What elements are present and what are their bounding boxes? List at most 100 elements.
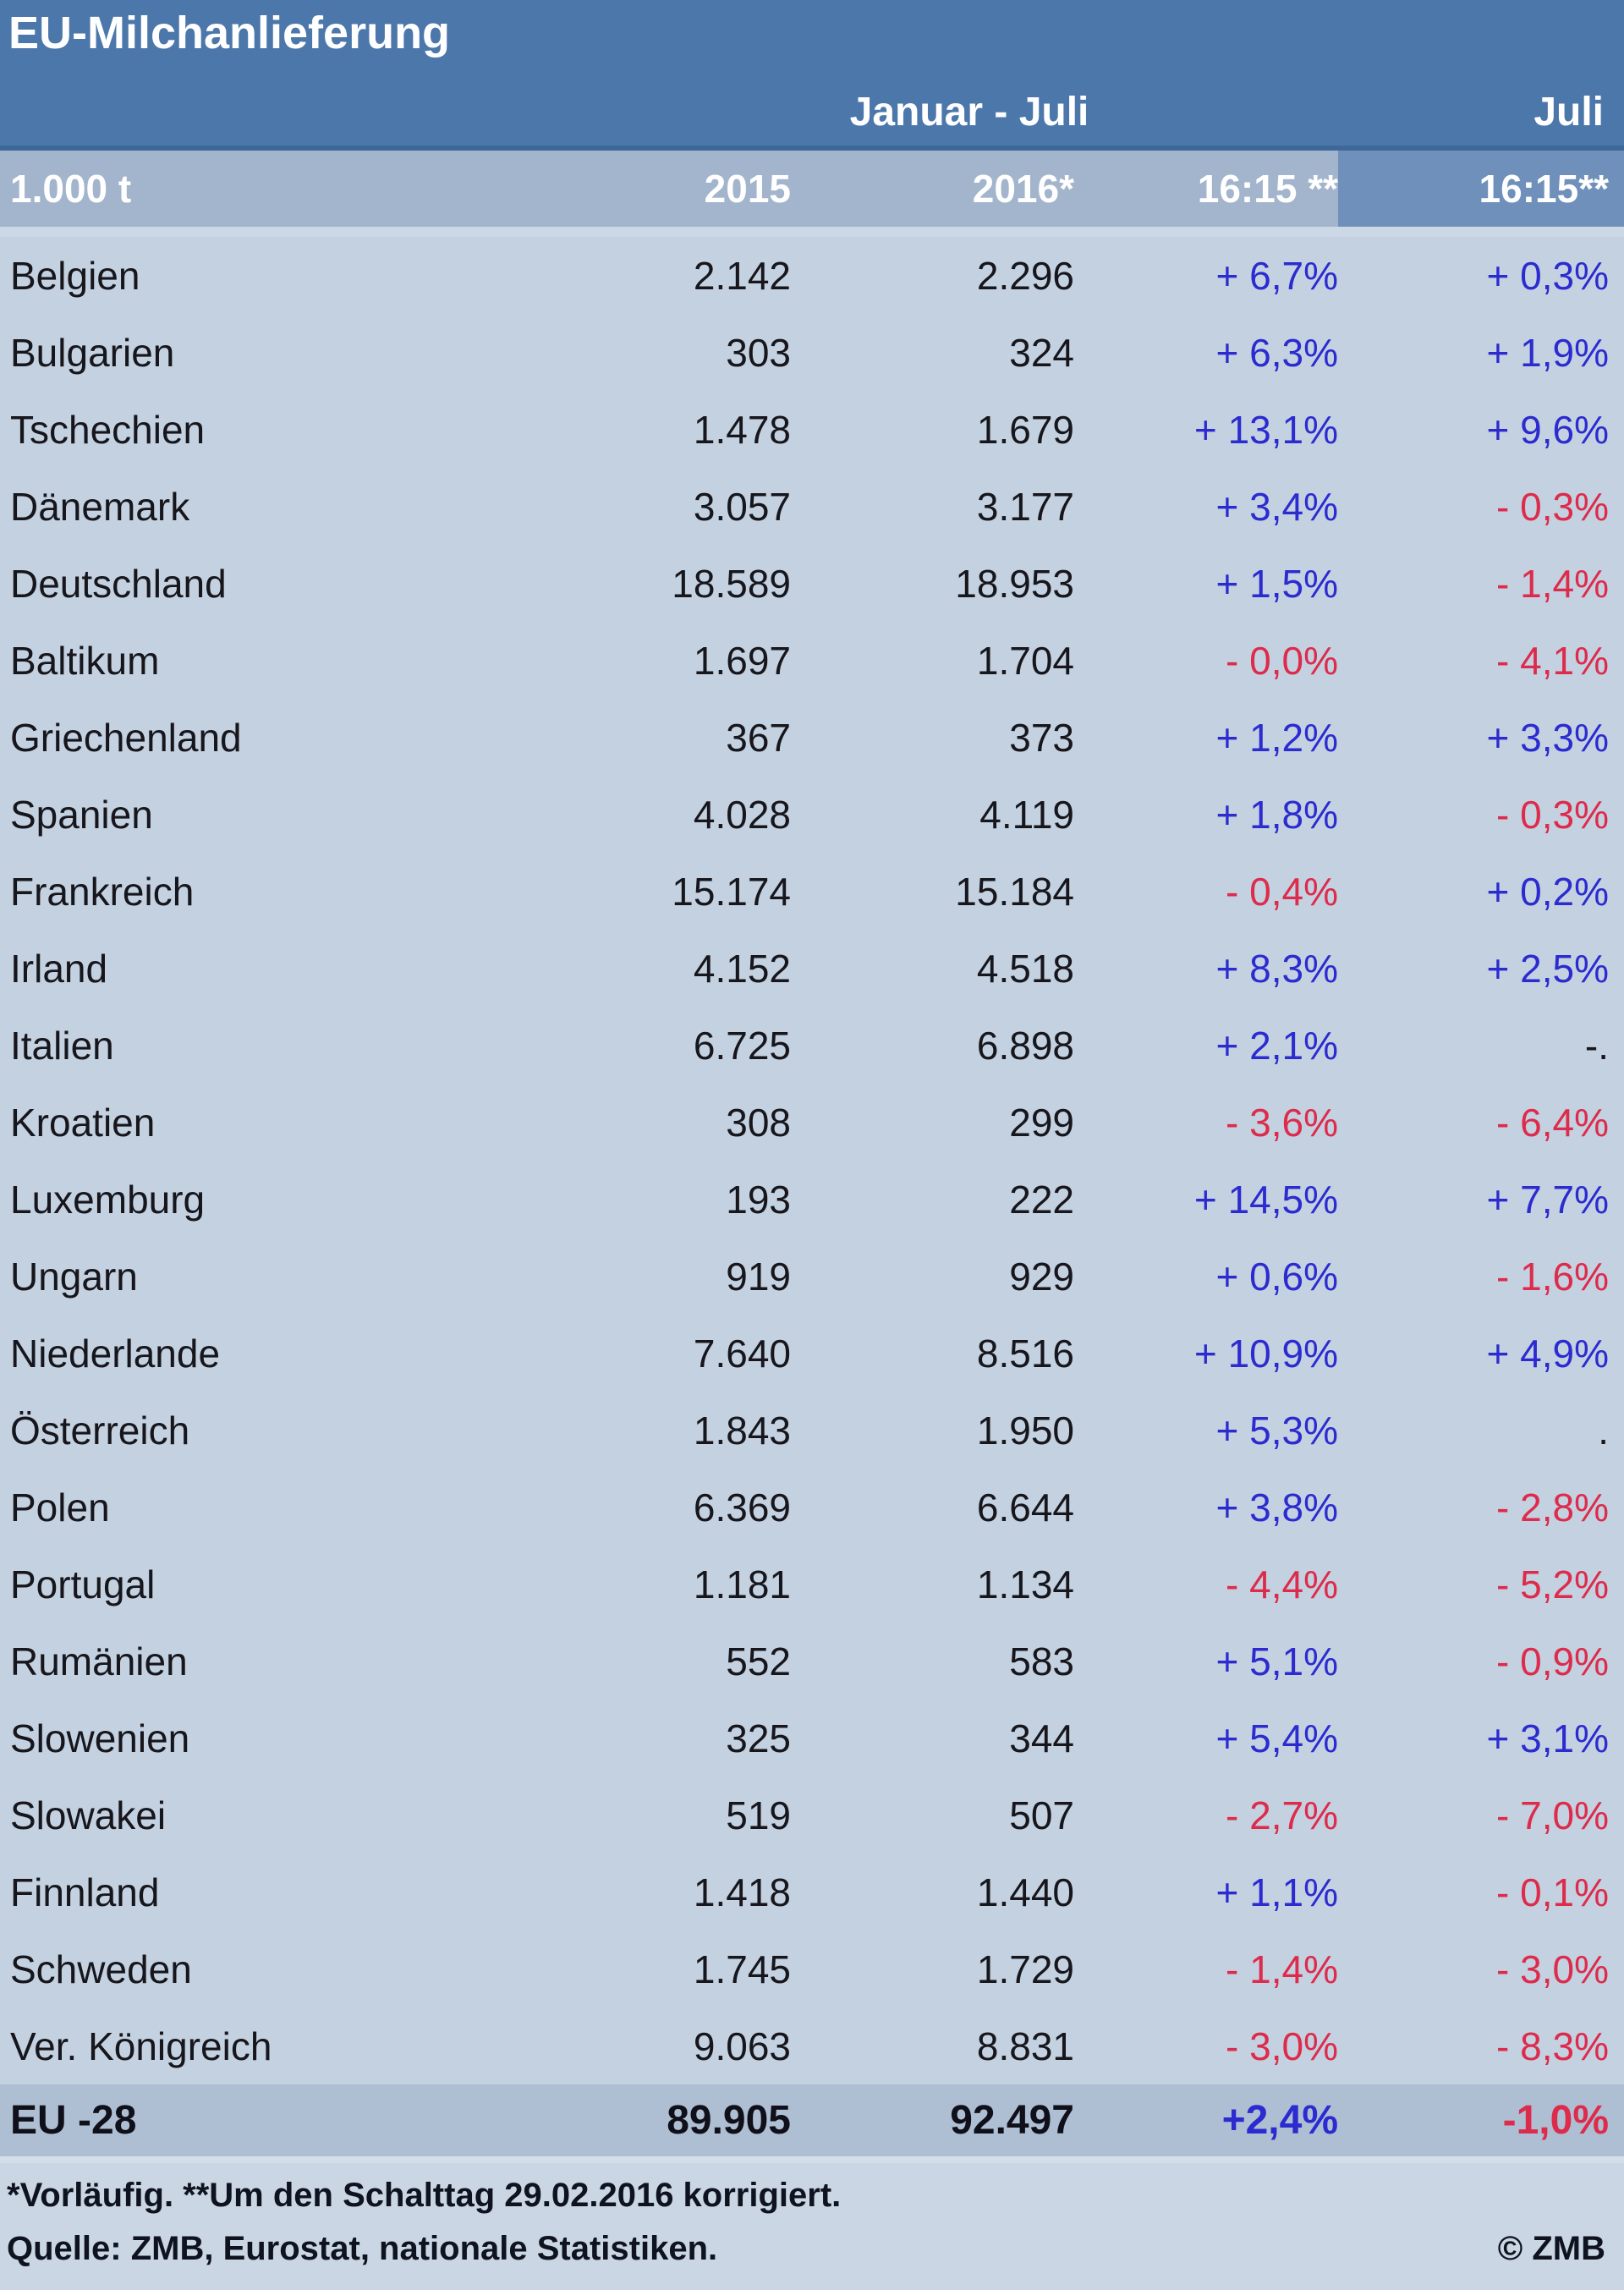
- total-label: EU -28: [10, 2098, 137, 2143]
- value-2016: 8.831: [976, 2024, 1074, 2068]
- country-name: Belgien: [10, 253, 140, 298]
- ratio-july: + 1,9%: [1486, 330, 1610, 375]
- table-row: Belgien 2.142 2.296 + 6,7% + 0,3%: [0, 237, 1624, 314]
- table-header-band: EU-Milchanlieferung Januar - Juli Juli: [0, 0, 1624, 146]
- value-2015: 552: [726, 1639, 791, 1683]
- ratio-july: - 0,3%: [1496, 792, 1609, 837]
- table-footer: *Vorläufig. **Um den Schalttag 29.02.201…: [0, 2163, 1624, 2290]
- ratio-july: - 5,2%: [1496, 1562, 1609, 1606]
- column-group-juli: Juli: [1533, 90, 1604, 135]
- table-body: Belgien 2.142 2.296 + 6,7% + 0,3% Bulgarien 30…: [0, 237, 1624, 2084]
- value-2015: 308: [726, 1100, 791, 1145]
- value-2015: 2.142: [693, 253, 791, 298]
- country-name: Ungarn: [10, 1254, 138, 1299]
- ratio-ytd: + 1,2%: [1215, 715, 1339, 760]
- country-name: Finnland: [10, 1870, 160, 1914]
- header-divider: [0, 146, 1624, 151]
- table-row: Griechenland 367 373 + 1,2% + 3,3%: [0, 699, 1624, 776]
- value-2016: 1.704: [976, 638, 1074, 683]
- ratio-ytd: + 6,7%: [1215, 253, 1339, 298]
- country-name: Österreich: [10, 1408, 190, 1453]
- ratio-ytd: + 14,5%: [1193, 1177, 1338, 1222]
- country-name: Irland: [10, 946, 108, 991]
- country-name: Polen: [10, 1485, 110, 1529]
- value-2016: 18.953: [955, 561, 1074, 606]
- table-row: Niederlande 7.640 8.516 + 10,9% + 4,9%: [0, 1315, 1624, 1392]
- table-row: Österreich 1.843 1.950 + 5,3%.: [0, 1392, 1624, 1469]
- ratio-ytd: - 3,6%: [1226, 1100, 1338, 1145]
- page-title: EU-Milchanlieferung: [8, 8, 451, 58]
- ratio-ytd: + 13,1%: [1193, 407, 1338, 452]
- ratio-july: + 0,2%: [1486, 869, 1610, 914]
- value-2016: 583: [1009, 1639, 1074, 1683]
- ratio-july: - 0,9%: [1496, 1639, 1609, 1683]
- value-2016: 8.516: [976, 1331, 1074, 1376]
- country-name: Ver. Königreich: [10, 2024, 272, 2068]
- ratio-july: - 7,0%: [1496, 1793, 1609, 1837]
- value-2015: 4.152: [693, 946, 791, 991]
- value-2015: 7.640: [693, 1331, 791, 1376]
- value-2016: 3.177: [976, 484, 1074, 529]
- value-2015: 6.725: [693, 1023, 791, 1068]
- table-row: Finnland 1.418 1.440 + 1,1% - 0,1%: [0, 1853, 1624, 1930]
- table-row: Dänemark 3.057 3.177 + 3,4% - 0,3%: [0, 468, 1624, 545]
- value-2016: 344: [1009, 1716, 1074, 1760]
- value-2015: 519: [726, 1793, 791, 1837]
- column-header-ratio-july: 16:15**: [1338, 151, 1624, 227]
- source-text: Quelle: ZMB, Eurostat, nationale Statist…: [7, 2230, 718, 2267]
- value-2016: 4.119: [979, 792, 1074, 837]
- table-row: Irland 4.152 4.518 + 8,3% + 2,5%: [0, 930, 1624, 1007]
- value-2016: 15.184: [955, 869, 1074, 914]
- column-group-januar-juli: Januar - Juli: [849, 90, 1089, 135]
- value-2015: 3.057: [693, 484, 791, 529]
- total-ratio-july: -1,0%: [1502, 2098, 1609, 2143]
- value-2016: 324: [1009, 330, 1074, 375]
- country-name: Niederlande: [10, 1331, 221, 1376]
- country-name: Bulgarien: [10, 330, 175, 375]
- table-row: Portugal 1.181 1.134 - 4,4% - 5,2%: [0, 1546, 1624, 1623]
- total-ratio-ytd: +2,4%: [1221, 2098, 1338, 2143]
- column-header-ratio-ytd: 16:15 **: [1197, 167, 1338, 211]
- ratio-ytd: + 5,3%: [1215, 1408, 1339, 1453]
- value-2015: 919: [726, 1254, 791, 1299]
- value-2015: 325: [726, 1716, 791, 1760]
- ratio-july: -.: [1584, 1023, 1609, 1068]
- value-2015: 1.181: [693, 1562, 791, 1606]
- value-2015: 1.478: [693, 407, 791, 452]
- table-row: Slowakei 519 507 - 2,7% - 7,0%: [0, 1777, 1624, 1853]
- ratio-july: .: [1598, 1408, 1609, 1453]
- ratio-ytd: + 1,1%: [1215, 1870, 1339, 1914]
- value-2015: 1.697: [693, 638, 791, 683]
- value-2016: 507: [1009, 1793, 1074, 1837]
- value-2015: 193: [726, 1177, 791, 1222]
- table-row: Rumänien 552 583 + 5,1% - 0,9%: [0, 1623, 1624, 1700]
- table-row: Deutschland 18.589 18.953 + 1,5% - 1,4%: [0, 545, 1624, 622]
- ratio-july: - 4,1%: [1496, 638, 1609, 683]
- ratio-july: - 1,4%: [1496, 561, 1609, 606]
- table-row: Frankreich 15.174 15.184 - 0,4% + 0,2%: [0, 853, 1624, 930]
- value-2016: 1.729: [976, 1947, 1074, 1991]
- value-2016: 6.898: [976, 1023, 1074, 1068]
- ratio-ytd: + 6,3%: [1215, 330, 1339, 375]
- value-2016: 1.134: [976, 1562, 1074, 1606]
- ratio-july: - 0,1%: [1496, 1870, 1609, 1914]
- country-name: Slowakei: [10, 1793, 167, 1837]
- table-row: Ungarn 919 929 + 0,6% - 1,6%: [0, 1238, 1624, 1315]
- subheader-divider: [0, 227, 1624, 237]
- ratio-ytd: + 0,6%: [1215, 1254, 1339, 1299]
- source-line: Quelle: ZMB, Eurostat, nationale Statist…: [7, 2230, 1624, 2268]
- country-name: Baltikum: [10, 638, 160, 683]
- table-row: Spanien 4.028 4.119 + 1,8% - 0,3%: [0, 776, 1624, 853]
- total-divider: [0, 2156, 1624, 2163]
- ratio-ytd: - 0,4%: [1226, 869, 1338, 914]
- ratio-ytd: + 1,8%: [1215, 792, 1339, 837]
- ratio-july: + 2,5%: [1486, 946, 1610, 991]
- ratio-ytd: + 1,5%: [1215, 561, 1339, 606]
- table-row: Tschechien 1.478 1.679 + 13,1% + 9,6%: [0, 391, 1624, 468]
- value-2015: 4.028: [693, 792, 791, 837]
- value-2016: 1.440: [976, 1870, 1074, 1914]
- ratio-ytd: + 8,3%: [1215, 946, 1339, 991]
- ratio-july: + 7,7%: [1486, 1177, 1610, 1222]
- table-row: Kroatien 308 299 - 3,6% - 6,4%: [0, 1084, 1624, 1161]
- ratio-ytd: + 5,4%: [1215, 1716, 1339, 1760]
